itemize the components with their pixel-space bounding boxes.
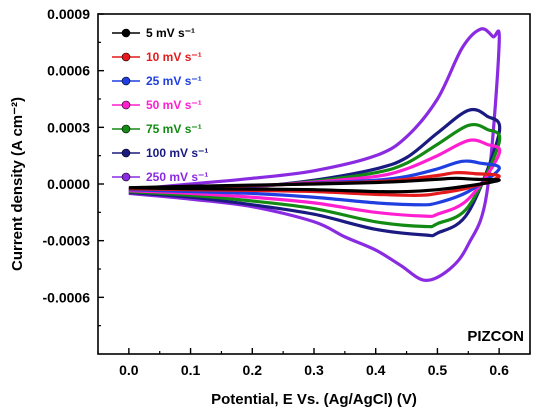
legend-marker [121,148,131,158]
legend-marker [121,52,131,62]
y-tick-label: 0.0003 [47,119,90,135]
legend-marker [121,124,131,134]
x-tick-label: 0.0 [119,362,139,378]
x-axis-ticks: 0.0 0.1 0.2 0.3 0.4 0.5 0.6 [97,348,531,378]
y-tick-label: -0.0003 [43,233,91,249]
legend-item-5: 100 mV s⁻¹ [112,146,208,160]
series-line-0 [128,176,501,194]
legend-label: 75 mV s⁻¹ [146,122,202,136]
y-tick-label: 0.0000 [47,176,90,192]
y-axis-ticks: -0.0006 -0.0003 0.0000 0.0003 0.0006 0.0009 [43,6,104,327]
legend-label: 250 mV s⁻¹ [146,170,208,184]
y-tick-label: 0.0009 [47,6,90,22]
legend-item-2: 25 mV s⁻¹ [112,74,202,88]
x-tick-label: 0.1 [181,362,201,378]
legend-item-1: 10 mV s⁻¹ [112,50,202,64]
legend-marker [121,172,131,182]
x-tick-label: 0.3 [304,362,324,378]
x-tick-label: 0.2 [243,362,263,378]
legend-label: 10 mV s⁻¹ [146,50,202,64]
y-tick-label: 0.0006 [47,63,90,79]
x-axis-label: Potential, E Vs. (Ag/AgCl) (V) [211,391,417,408]
y-tick-label: -0.0006 [43,289,91,305]
legend-item-3: 50 mV s⁻¹ [112,98,202,112]
y-axis-label: Current density (A cm⁻²) [9,97,26,271]
legend-item-0: 5 mV s⁻¹ [112,26,195,40]
legend-label: 25 mV s⁻¹ [146,74,202,88]
legend-marker [121,28,131,38]
legend-marker [121,100,131,110]
x-tick-label: 0.6 [489,362,509,378]
series-line-6 [128,27,501,282]
legend-item-4: 75 mV s⁻¹ [112,122,202,136]
curves-layer [128,27,502,282]
x-tick-label: 0.5 [428,362,448,378]
sample-annotation: PIZCON [467,328,524,345]
legend-item-6: 250 mV s⁻¹ [112,170,208,184]
legend-marker [121,76,131,86]
legend-label: 50 mV s⁻¹ [146,98,202,112]
legend-label: 5 mV s⁻¹ [146,26,195,40]
legend: 5 mV s⁻¹ 10 mV s⁻¹ 25 mV s⁻¹ 50 mV s⁻¹ 75 mV… [112,26,208,184]
x-tick-label: 0.4 [366,362,386,378]
legend-label: 100 mV s⁻¹ [146,146,208,160]
